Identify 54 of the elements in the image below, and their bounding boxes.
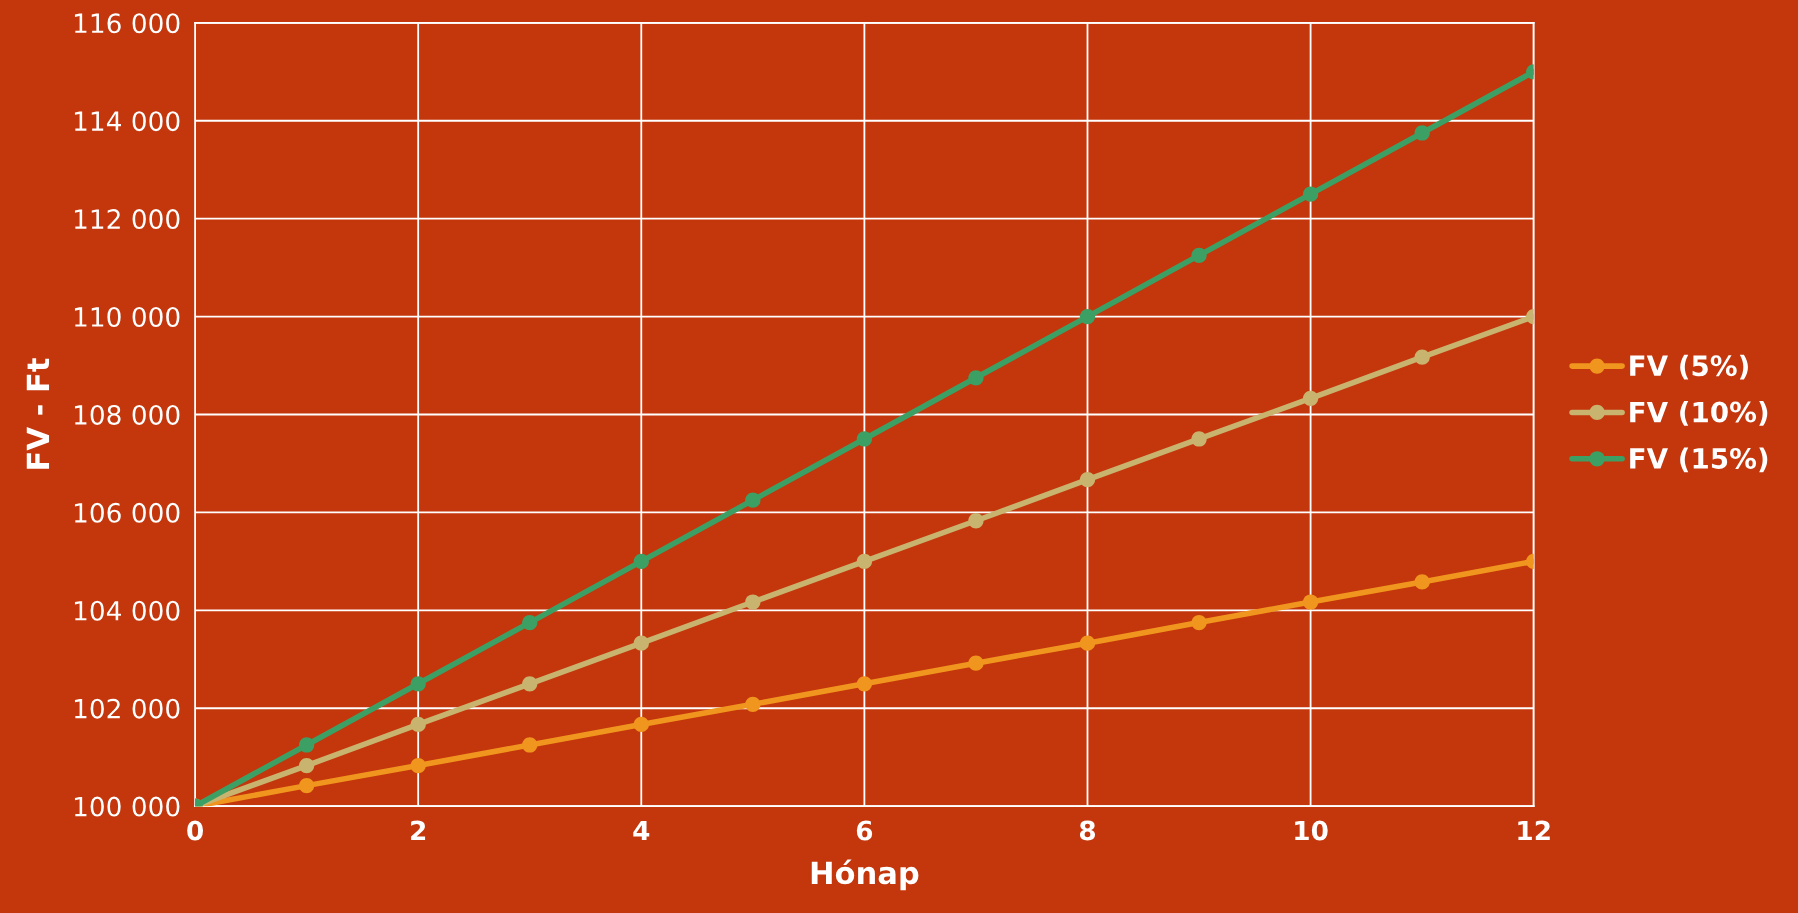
x-tick-label: 4 (633, 820, 650, 841)
x-tick-label: 10 (1295, 820, 1328, 841)
point (968, 370, 984, 386)
point (522, 614, 538, 631)
y-tick-label: 114 000 (74, 111, 180, 132)
y-tick-label: 100 000 (74, 796, 180, 817)
point (1302, 186, 1319, 202)
x-tick-label: 2 (411, 820, 426, 841)
point (298, 777, 315, 794)
x-tick-label: 12 (1518, 820, 1550, 841)
point (522, 737, 538, 753)
point (1191, 247, 1207, 264)
point (745, 594, 761, 610)
point (410, 757, 426, 774)
point (298, 757, 315, 774)
y-axis-title: FV - Ft (26, 358, 50, 469)
point (410, 676, 426, 692)
point (1191, 431, 1207, 447)
y-tick-label: 110 000 (74, 307, 180, 327)
y-tick-label: 108 000 (74, 404, 180, 425)
point (1079, 471, 1096, 488)
legend-label: FV (10%) (1630, 401, 1768, 426)
point (968, 655, 984, 671)
point (1414, 125, 1430, 141)
point (745, 696, 761, 712)
point (633, 553, 649, 570)
x-tick-label: 8 (1079, 820, 1096, 841)
x-axis-title: Hónap (811, 859, 919, 891)
y-tick-label: 116 000 (74, 13, 180, 34)
point (1302, 390, 1319, 406)
y-tick-label: 106 000 (74, 502, 180, 523)
point (1079, 308, 1096, 325)
point (856, 431, 873, 447)
legend-label: FV (5%) (1630, 354, 1748, 380)
point (1191, 614, 1207, 631)
point (968, 513, 984, 529)
point (1079, 635, 1096, 651)
x-tick-label: 6 (856, 820, 873, 841)
point (745, 492, 761, 508)
point (1302, 594, 1319, 610)
point (410, 716, 426, 733)
legend-label: FV (15%) (1630, 447, 1768, 473)
point (856, 676, 873, 692)
x-tick-label: 0 (187, 820, 203, 841)
y-tick-label: 102 000 (74, 698, 180, 719)
point (298, 737, 315, 753)
point (1414, 349, 1430, 365)
y-tick-label: 112 000 (74, 209, 180, 230)
point (856, 553, 873, 570)
point (633, 635, 649, 651)
point (522, 676, 538, 692)
point (1414, 574, 1430, 590)
point (633, 716, 649, 733)
y-tick-label: 104 000 (74, 600, 180, 621)
